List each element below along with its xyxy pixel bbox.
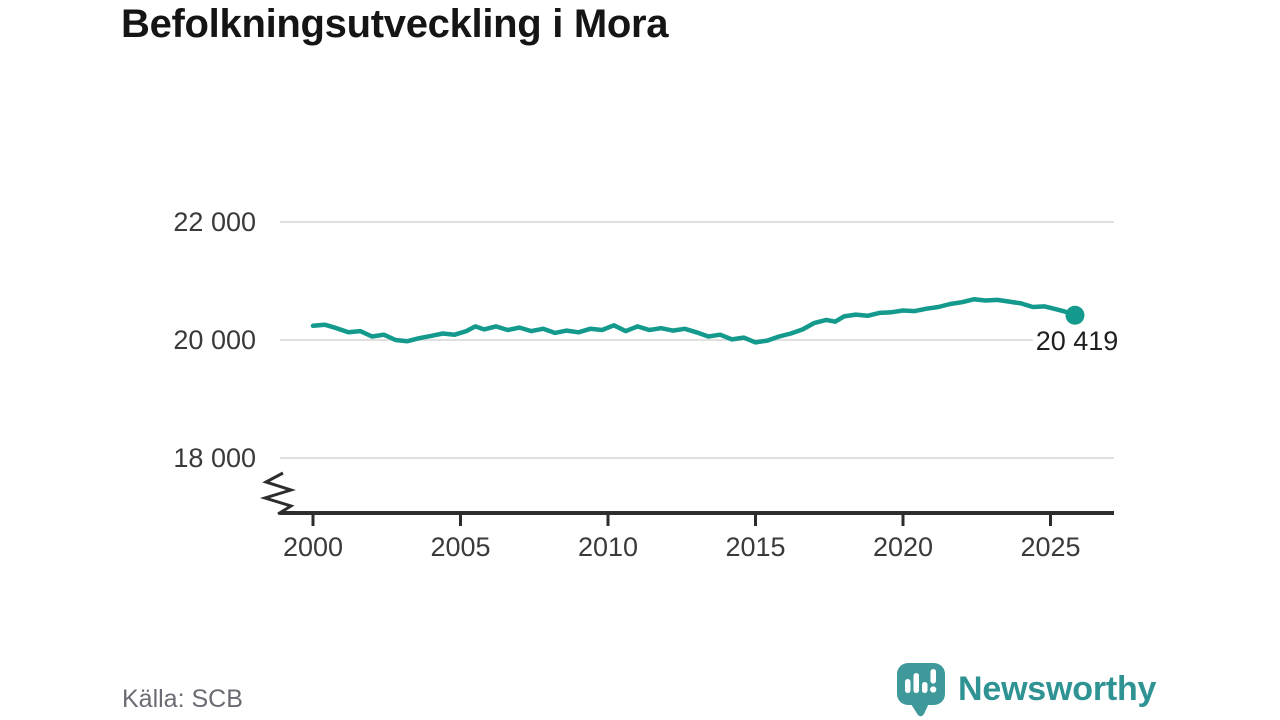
newsworthy-logo-text: Newsworthy: [958, 670, 1157, 708]
x-axis-tick-label: 2005: [430, 532, 491, 562]
axis-break-icon: [259, 471, 297, 516]
x-axis-tick-label: 2010: [577, 532, 639, 562]
y-axis-tick-label: 22 000: [173, 207, 256, 237]
x-axis-tick-label: 2020: [872, 532, 934, 562]
x-axis-tick-label: 2015: [725, 532, 786, 562]
population-line: [310, 297, 1078, 345]
latest-value-label: 20 419: [1032, 326, 1122, 357]
source-note: Källa: SCB: [122, 685, 243, 713]
x-axis-tick-label: 2025: [1020, 532, 1081, 562]
y-axis-tick-label: 18 000: [173, 443, 256, 473]
x-axis-tick-label: 2000: [282, 532, 344, 562]
newsworthy-chart-bubble-icon: [897, 663, 945, 717]
newsworthy-logo: Newsworthy: [895, 661, 1156, 718]
latest-point-marker: [1065, 305, 1085, 325]
chart-title: Befolkningsutveckling i Mora: [121, 2, 669, 46]
y-axis-tick-label: 20 000: [173, 325, 256, 355]
